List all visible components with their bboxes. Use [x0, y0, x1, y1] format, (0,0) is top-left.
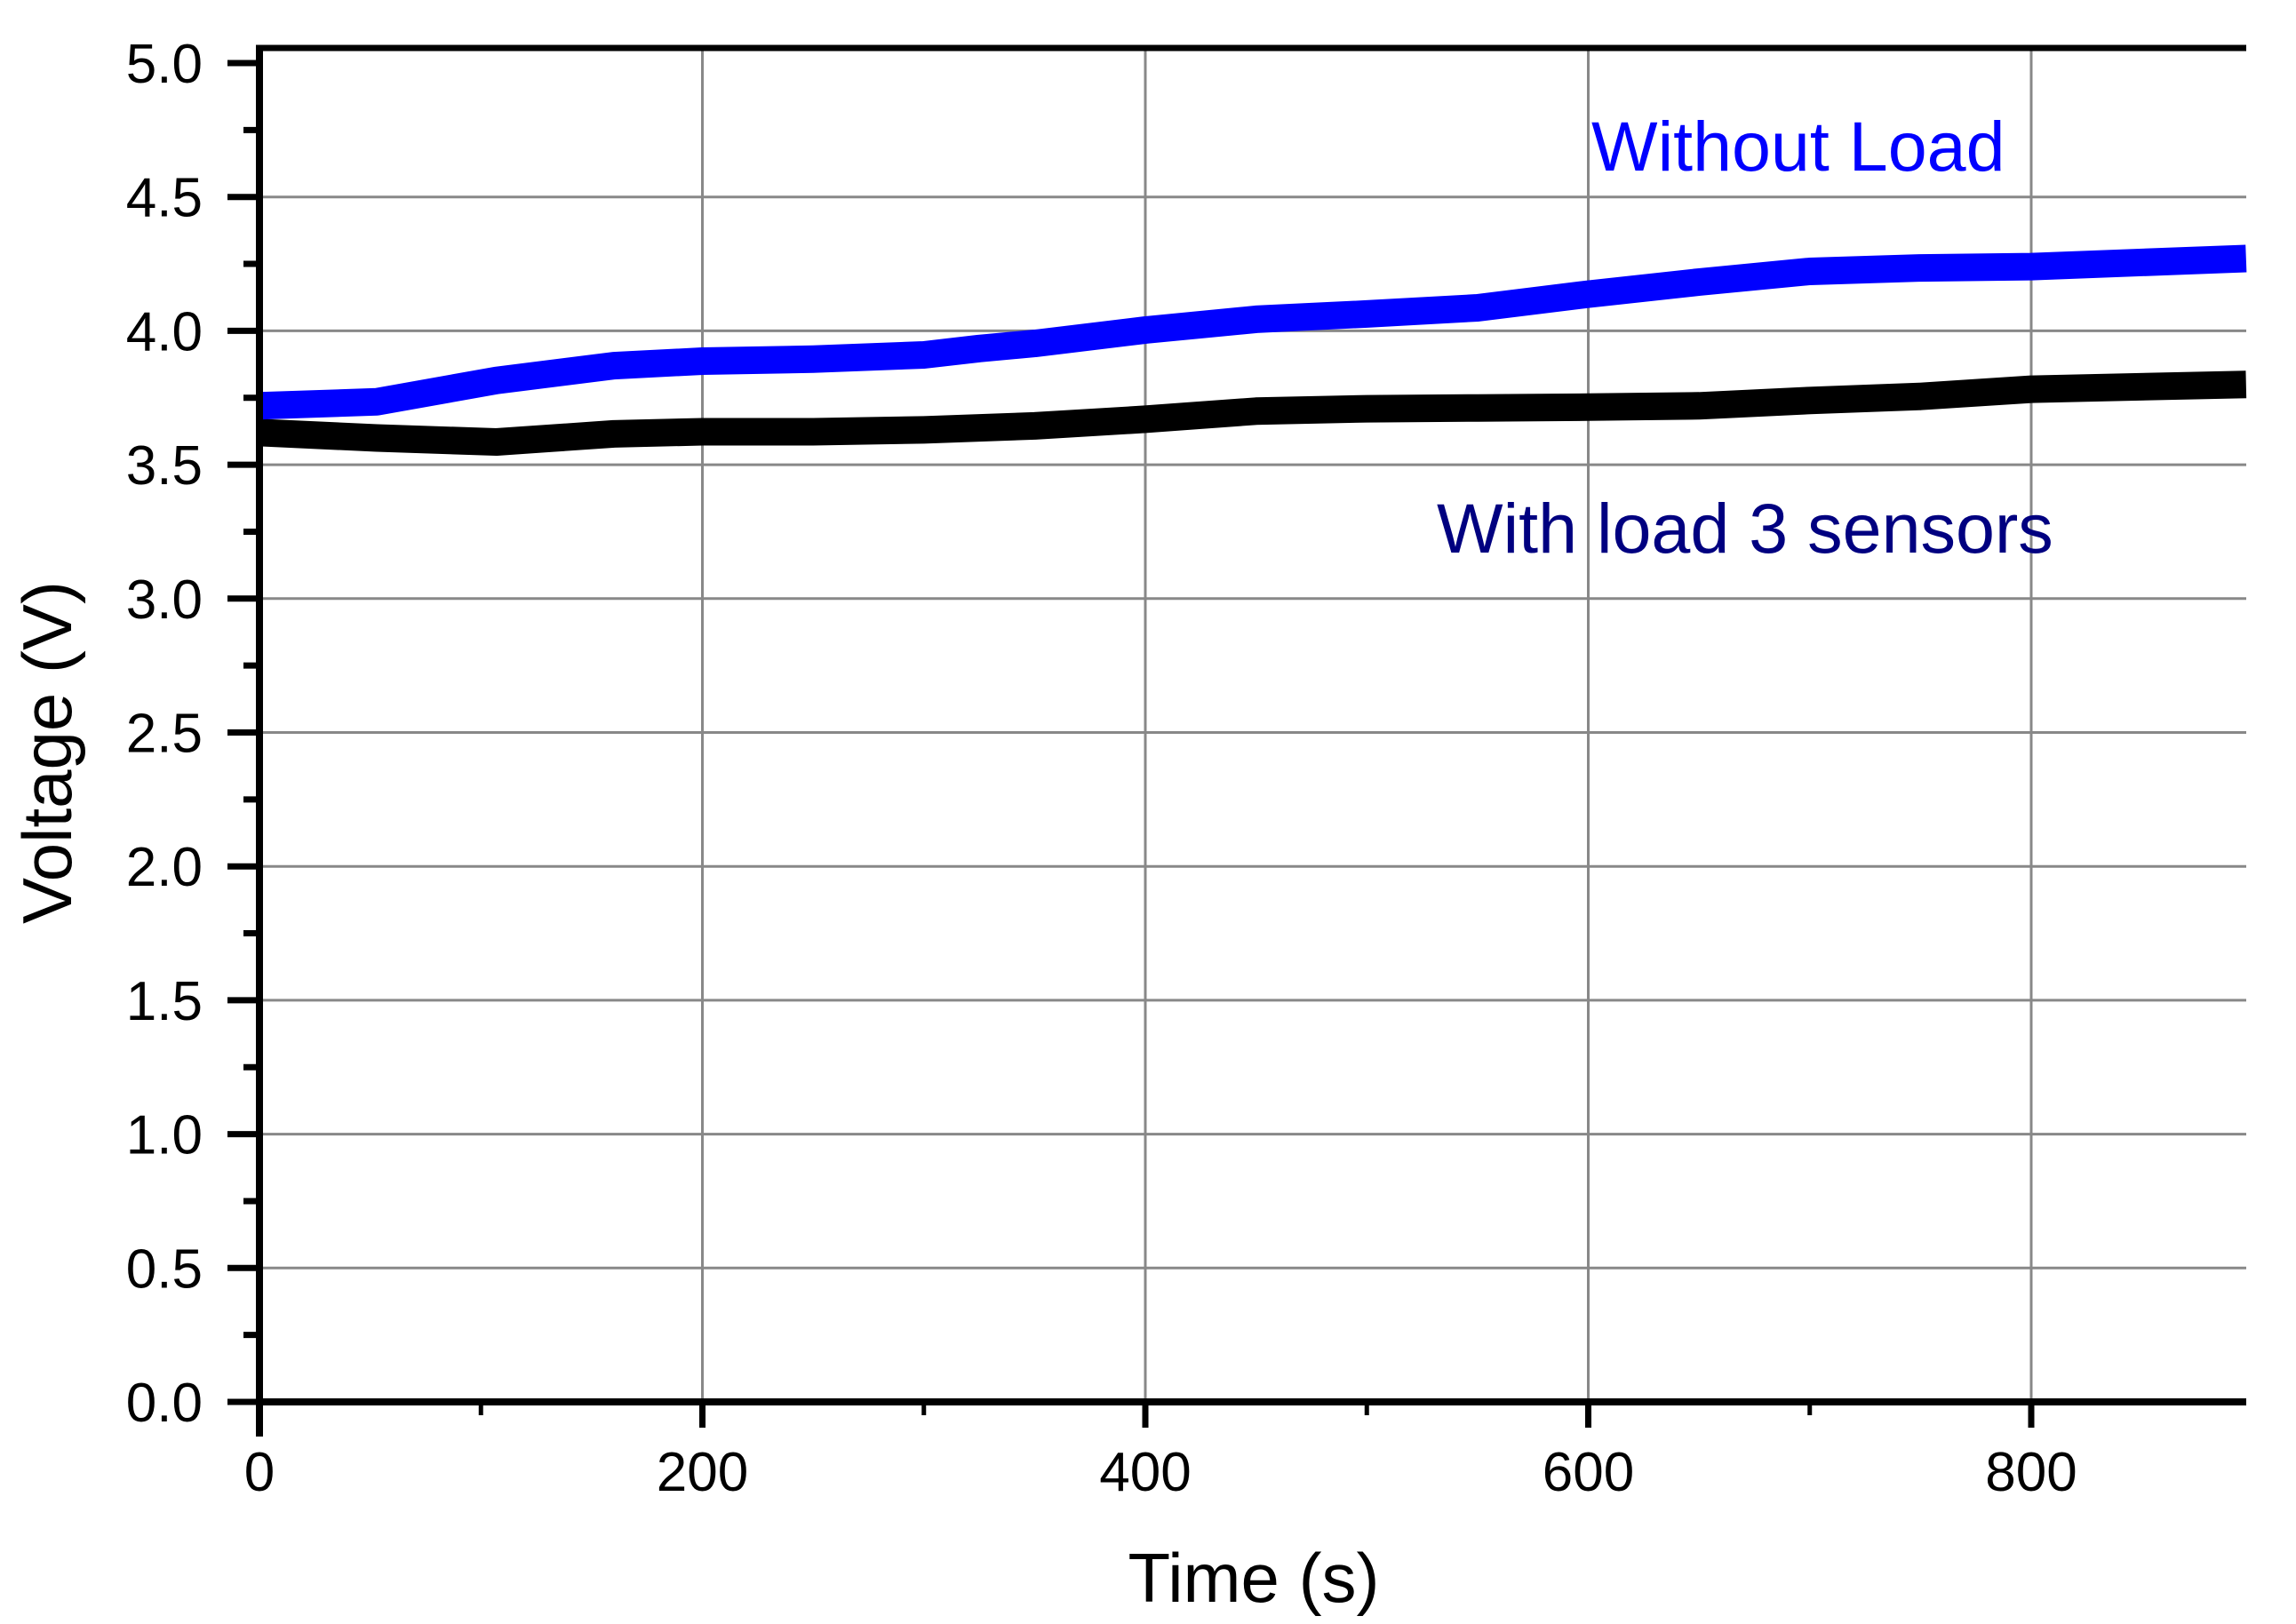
grid-lines: [259, 48, 2246, 1402]
x-tick-label: 200: [657, 1442, 748, 1503]
y-tick-label: 3.0: [126, 569, 203, 631]
y-axis-title: Voltage (V): [8, 581, 86, 924]
y-tick-label: 4.0: [126, 301, 203, 362]
x-axis-title: Time (s): [1128, 1539, 1379, 1617]
y-tick-label: 2.5: [126, 704, 203, 765]
y-tick-label: 4.5: [126, 168, 203, 229]
annotation-with-load: With load 3 sensors: [1437, 489, 2053, 568]
y-tick-label: 3.5: [126, 435, 203, 497]
axes: [256, 44, 2246, 1437]
x-tick-label: 400: [1099, 1442, 1191, 1503]
axis-ticks: [227, 60, 2035, 1428]
data-series: [259, 244, 2247, 456]
y-tick-label: 2.0: [126, 837, 203, 898]
y-tick-label: 0.5: [126, 1238, 203, 1300]
y-tick-label: 0.0: [126, 1373, 203, 1434]
annotation-without-load: Without Load: [1591, 107, 2005, 186]
series-line-with-load-3-sensors: [259, 370, 2247, 456]
series-line-without-load: [259, 244, 2247, 420]
x-tick-label: 0: [244, 1442, 275, 1503]
tick-labels: 0.0 0.5 1.0 1.5 2.0 2.5 3.0 3.5 4.0 4.5 5.0 0 200 400…: [126, 34, 2077, 1503]
y-tick-label: 1.0: [126, 1105, 203, 1166]
x-tick-label: 800: [1985, 1442, 2077, 1503]
y-tick-label: 1.5: [126, 971, 203, 1032]
x-tick-label: 600: [1543, 1442, 1634, 1503]
y-tick-label: 5.0: [126, 34, 203, 95]
